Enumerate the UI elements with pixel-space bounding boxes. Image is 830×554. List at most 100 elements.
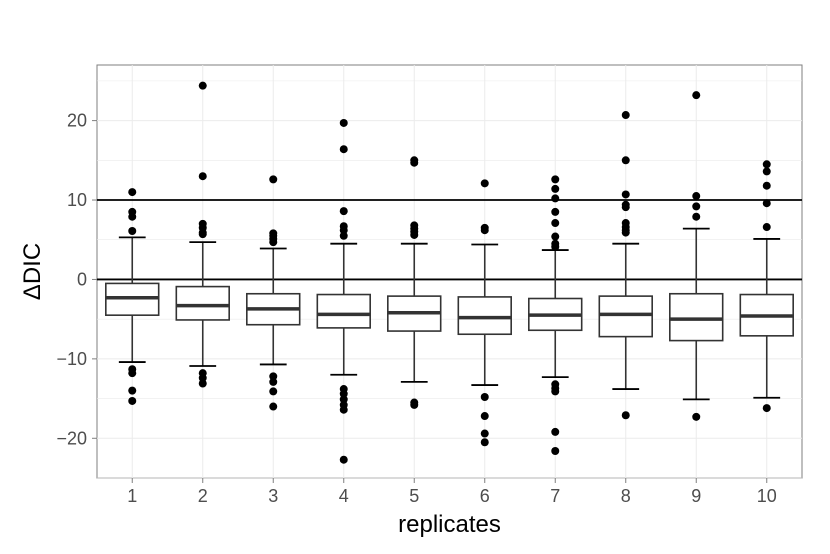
outlier-point xyxy=(621,111,630,120)
outlier-point xyxy=(621,156,630,165)
x-axis: 1 2 3 4 5 6 7 8 9 10 xyxy=(127,478,777,506)
box-iqr xyxy=(175,285,230,321)
outlier-point xyxy=(551,446,560,455)
outlier-point xyxy=(480,438,489,447)
outlier-point xyxy=(551,219,560,228)
outlier-point xyxy=(128,188,137,197)
y-tick-label: −10 xyxy=(56,349,87,369)
box-iqr xyxy=(669,292,724,342)
outlier-point xyxy=(269,175,278,184)
x-tick-label: 1 xyxy=(127,486,137,506)
outlier-point xyxy=(692,192,701,201)
box-group-7 xyxy=(528,175,583,455)
x-tick-label: 4 xyxy=(339,486,349,506)
outlier-point xyxy=(480,179,489,188)
outlier-point xyxy=(198,172,207,181)
outlier-point xyxy=(762,167,771,176)
box-iqr xyxy=(316,293,371,329)
outlier-point xyxy=(551,242,560,251)
box-group-3 xyxy=(246,175,301,411)
outlier-point xyxy=(480,226,489,235)
x-tick-label: 5 xyxy=(409,486,419,506)
box-group-8 xyxy=(598,111,653,420)
y-tick-label: 10 xyxy=(67,190,87,210)
x-tick-label: 6 xyxy=(480,486,490,506)
outlier-point xyxy=(339,118,348,127)
box-group-2 xyxy=(175,81,230,388)
outlier-point xyxy=(762,160,771,169)
box-group-9 xyxy=(669,91,724,421)
outlier-point xyxy=(692,212,701,221)
outlier-point xyxy=(198,379,207,388)
outlier-point xyxy=(762,181,771,190)
outlier-point xyxy=(339,389,348,398)
box-group-6 xyxy=(457,179,512,447)
outlier-point xyxy=(198,81,207,90)
outlier-point xyxy=(551,207,560,216)
outlier-point xyxy=(551,194,560,203)
outlier-point xyxy=(339,207,348,216)
outlier-point xyxy=(339,226,348,235)
x-tick-label: 3 xyxy=(268,486,278,506)
box-series xyxy=(105,81,794,464)
outlier-point xyxy=(480,392,489,401)
y-tick-label: 0 xyxy=(77,269,87,289)
x-tick-label: 8 xyxy=(621,486,631,506)
y-tick-label: −20 xyxy=(56,428,87,448)
outlier-point xyxy=(339,455,348,464)
outlier-point xyxy=(269,238,278,247)
outlier-point xyxy=(128,226,137,235)
box-iqr xyxy=(598,295,653,338)
x-tick-label: 9 xyxy=(691,486,701,506)
outlier-point xyxy=(269,387,278,396)
outlier-point xyxy=(621,228,630,237)
y-axis-title: ΔDIC xyxy=(19,243,46,300)
outlier-point xyxy=(551,427,560,436)
plot-panel xyxy=(96,64,803,479)
outlier-point xyxy=(551,387,560,396)
outlier-point xyxy=(621,411,630,420)
outlier-point xyxy=(410,230,419,239)
outlier-point xyxy=(269,372,278,381)
outlier-point xyxy=(269,402,278,411)
outlier-point xyxy=(762,223,771,232)
x-tick-label: 10 xyxy=(757,486,777,506)
outlier-point xyxy=(410,158,419,167)
x-axis-title: replicates xyxy=(398,511,501,538)
outlier-point xyxy=(551,232,560,241)
outlier-point xyxy=(551,184,560,193)
box-group-5 xyxy=(387,156,442,409)
outlier-point xyxy=(339,145,348,154)
outlier-point xyxy=(128,396,137,405)
box-group-10 xyxy=(739,160,794,413)
outlier-point xyxy=(339,405,348,414)
outlier-point xyxy=(762,199,771,208)
outlier-point xyxy=(339,395,348,404)
outlier-point xyxy=(410,400,419,409)
outlier-point xyxy=(480,429,489,438)
outlier-point xyxy=(198,230,207,239)
x-tick-label: 7 xyxy=(550,486,560,506)
x-tick-label: 2 xyxy=(198,486,208,506)
reference-lines xyxy=(97,199,802,281)
box-group-1 xyxy=(105,188,160,405)
outlier-point xyxy=(621,203,630,212)
outlier-point xyxy=(128,369,137,378)
outlier-point xyxy=(339,231,348,240)
outlier-point xyxy=(128,212,137,221)
outlier-point xyxy=(551,175,560,184)
outlier-point xyxy=(269,377,278,386)
y-tick-label: 20 xyxy=(67,111,87,131)
outlier-point xyxy=(692,412,701,421)
outlier-point xyxy=(762,404,771,413)
outlier-point xyxy=(480,412,489,421)
outlier-point xyxy=(198,373,207,382)
outlier-point xyxy=(692,202,701,211)
outlier-point xyxy=(128,386,137,395)
box-group-4 xyxy=(316,118,371,464)
y-axis: −20 −10 0 10 20 xyxy=(56,111,97,448)
box-iqr xyxy=(457,296,512,336)
outlier-point xyxy=(621,190,630,199)
outlier-point xyxy=(692,91,701,100)
